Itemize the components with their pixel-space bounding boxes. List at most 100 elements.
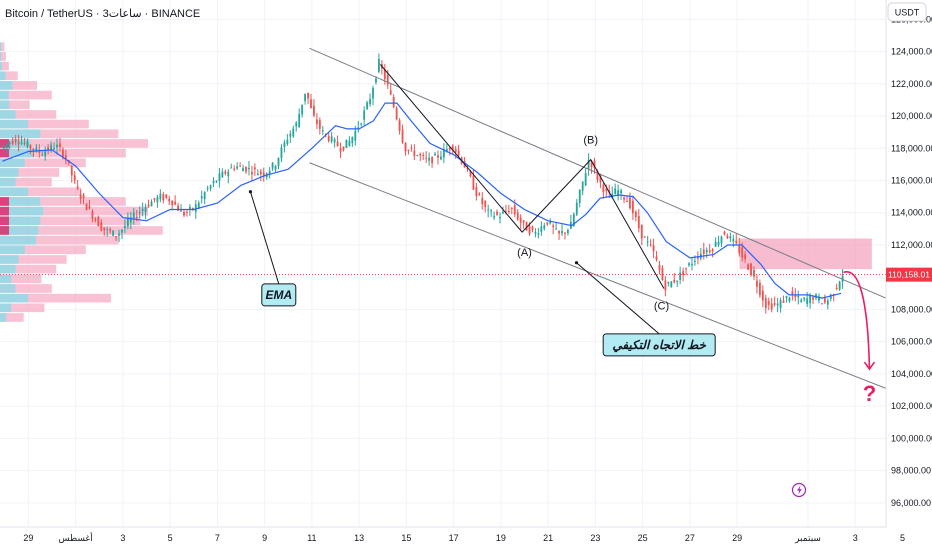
candle-body xyxy=(676,280,679,283)
candle-body xyxy=(735,240,738,244)
grid-lines xyxy=(0,0,904,527)
resistance-zone[interactable] xyxy=(739,238,872,270)
candle-body xyxy=(100,222,103,231)
candle-body xyxy=(685,267,687,269)
candle-body xyxy=(599,174,602,183)
candle-body xyxy=(147,204,150,207)
candle-body xyxy=(53,147,55,150)
candle-body xyxy=(124,225,126,228)
volume-profile-bar-up xyxy=(0,139,30,148)
candle-body xyxy=(800,299,803,302)
time-tick-label: 17 xyxy=(449,533,459,543)
time-axis-bg[interactable] xyxy=(0,527,932,550)
time-tick-label: 13 xyxy=(354,533,364,543)
candle-body xyxy=(59,143,61,147)
candle-body xyxy=(413,150,416,157)
candle-body xyxy=(2,145,5,149)
candle-body xyxy=(631,200,634,214)
annotation-dot xyxy=(248,190,253,194)
candle-body xyxy=(144,206,147,213)
price-tick-label: 114,000.00 xyxy=(891,208,932,218)
channel-upper-line[interactable] xyxy=(309,47,887,299)
annotations[interactable]: EMA خط الاتجاه التكيفي xyxy=(248,190,716,357)
candle-body xyxy=(106,229,109,231)
candle-body xyxy=(614,188,617,195)
price-axis-bg[interactable] xyxy=(886,0,932,527)
candle-body xyxy=(392,96,395,108)
abc-wave-lines[interactable]: (A) (B) (C) xyxy=(380,64,669,313)
candle-body xyxy=(531,226,534,231)
time-axis[interactable]: 29 أغسطس 3 5 7 9 11 13 15 17 19 21 23 25 27 29 سبتمبر 3 5 xyxy=(23,532,905,543)
candle-body xyxy=(522,220,525,223)
channel-lower-line[interactable] xyxy=(309,162,887,389)
candle-body xyxy=(280,147,283,159)
candle-body xyxy=(342,146,345,151)
candle-body xyxy=(567,230,569,234)
volume-profile-bar xyxy=(0,264,57,274)
candle-body xyxy=(820,303,823,305)
candle-body xyxy=(694,260,696,262)
candle-body xyxy=(519,217,522,223)
candle-body xyxy=(761,290,764,301)
candle-body xyxy=(35,147,38,152)
channel-lines[interactable] xyxy=(309,47,887,389)
candle-body xyxy=(191,208,194,210)
ema-label: EMA xyxy=(265,288,292,302)
annotation-box[interactable] xyxy=(602,333,716,357)
projection-arrow[interactable]: ? xyxy=(843,271,876,406)
candle-body xyxy=(806,298,809,304)
annotation-dot xyxy=(574,261,579,265)
candle-body xyxy=(150,201,153,207)
volume-profile-bar-up xyxy=(0,52,2,61)
candle-body xyxy=(605,188,608,192)
candle-body xyxy=(758,282,761,296)
candle-body xyxy=(753,270,755,277)
candle-body xyxy=(428,157,431,161)
volume-profile-bar xyxy=(0,158,86,168)
candle-body xyxy=(818,296,820,301)
currency-selector[interactable] xyxy=(887,2,927,22)
price-tick-label: 108,000.00 xyxy=(891,304,932,314)
time-tick-label: 3 xyxy=(853,533,858,543)
candle-body xyxy=(363,110,366,120)
candle-body xyxy=(832,293,835,296)
candle-body xyxy=(79,194,82,199)
resistance-zone-box[interactable] xyxy=(739,238,872,270)
volume-profile-poc xyxy=(0,226,9,235)
candle-body xyxy=(307,92,309,99)
candle-body xyxy=(345,139,348,148)
candle-body xyxy=(791,291,794,295)
candle-body xyxy=(313,105,315,116)
projection-curve[interactable] xyxy=(843,271,871,370)
candle-body xyxy=(357,127,360,129)
wave-label: (C) xyxy=(654,300,669,312)
candle-body xyxy=(64,155,67,159)
candle-body xyxy=(97,216,100,227)
time-tick-label: 7 xyxy=(215,533,220,543)
candle-body xyxy=(655,256,658,261)
time-tick-label: 23 xyxy=(590,533,600,543)
candle-body xyxy=(584,173,587,186)
candle-body xyxy=(750,263,752,276)
volume-profile-bar xyxy=(0,187,82,197)
ema-line xyxy=(2,102,842,299)
wave-label: (B) xyxy=(583,134,598,146)
candle-body xyxy=(115,236,117,238)
candle-body xyxy=(301,104,304,115)
candle-body xyxy=(336,141,339,147)
candle-body xyxy=(670,281,673,288)
time-tick-label: 19 xyxy=(496,533,506,543)
candle-body xyxy=(673,279,676,283)
ema-line-group xyxy=(2,102,842,299)
candle-body xyxy=(327,136,330,141)
candle-body xyxy=(466,167,469,170)
candle-body xyxy=(333,139,336,143)
lightning-icon[interactable] xyxy=(791,482,807,498)
candle-body xyxy=(646,241,649,243)
candle-body xyxy=(94,218,97,221)
abc-wave-line[interactable] xyxy=(380,64,665,289)
annotation-box[interactable] xyxy=(261,283,297,307)
candle-body xyxy=(626,201,628,203)
